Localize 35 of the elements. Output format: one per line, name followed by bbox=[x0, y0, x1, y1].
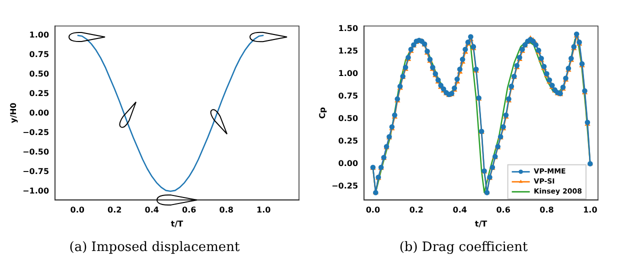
y-tick-label: 1.25 bbox=[338, 46, 358, 56]
x-tick-label: 0.6 bbox=[496, 206, 511, 215]
y-tick-label: 0.75 bbox=[338, 91, 358, 100]
x-tick-label: 0.2 bbox=[108, 206, 122, 215]
y-axis-title: y/H0 bbox=[8, 102, 18, 124]
y-tick-label: −1.00 bbox=[22, 186, 50, 196]
y-tick-label: 0.00 bbox=[29, 108, 50, 118]
y-tick-label: 1.00 bbox=[338, 68, 358, 78]
x-tick-label: 1.0 bbox=[583, 206, 598, 215]
x-tick-label: 0.8 bbox=[219, 206, 234, 215]
text: (b) Drag coefficient bbox=[398, 240, 529, 255]
x-tick-label: 0.0 bbox=[366, 206, 380, 215]
x-tick-label: 0.8 bbox=[540, 206, 554, 215]
y-tick-label: −0.50 bbox=[22, 147, 50, 156]
x-axis-title: t/T bbox=[474, 219, 488, 228]
x-tick-label: 0.0 bbox=[70, 206, 85, 215]
x-tick-label: 0.4 bbox=[144, 206, 160, 215]
x-tick-label: 0.4 bbox=[452, 206, 468, 215]
y-axis-title: Cp bbox=[318, 106, 327, 119]
y-tick-label: −0.25 bbox=[332, 181, 358, 190]
y-tick-label: 0.00 bbox=[338, 158, 358, 168]
y-tick-label: −0.25 bbox=[22, 128, 50, 137]
y-tick-label: 0.25 bbox=[29, 88, 50, 98]
y-tick-label: −0.75 bbox=[22, 166, 50, 176]
y-tick-label: 1.00 bbox=[29, 30, 50, 40]
x-tick-label: 0.2 bbox=[409, 206, 424, 215]
x-tick-label: 0.6 bbox=[182, 206, 197, 215]
y-tick-label: 0.50 bbox=[29, 69, 50, 78]
y-tick-label: 0.50 bbox=[338, 114, 358, 123]
x-tick-label: 1.0 bbox=[256, 206, 272, 215]
y-tick-label: 0.75 bbox=[29, 50, 50, 59]
text: (a) Imposed displacement bbox=[68, 240, 241, 255]
y-tick-label: 0.25 bbox=[338, 136, 358, 146]
y-tick-label: 1.50 bbox=[338, 24, 358, 33]
x-axis-title: t/T bbox=[170, 219, 184, 228]
